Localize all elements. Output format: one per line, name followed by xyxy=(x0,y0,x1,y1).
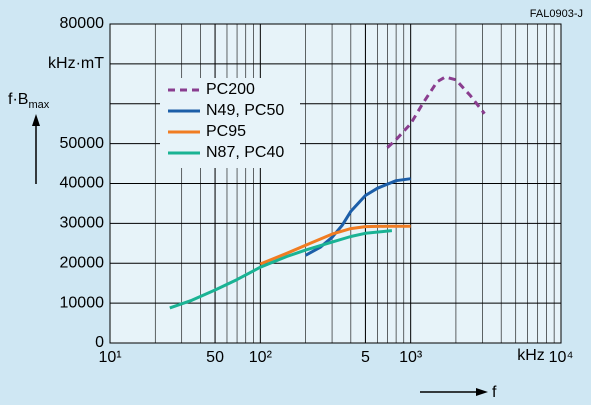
x-tick-label: 10¹ xyxy=(98,349,121,366)
x-unit: kHz xyxy=(517,347,545,364)
x-tick-label: 50 xyxy=(206,349,224,366)
x-tick-label: 10⁴ xyxy=(549,349,574,366)
y-tick-label: 80000 xyxy=(60,15,105,32)
y-tick-label: 0 xyxy=(95,334,104,351)
x-tick-label: 5 xyxy=(361,349,370,366)
y-arrow-head xyxy=(32,114,40,126)
marks xyxy=(169,75,486,310)
y-tick-label: 30000 xyxy=(60,215,105,232)
y-tick-label: kHz·mT xyxy=(48,55,104,72)
y-label: f·Bmax xyxy=(8,91,50,111)
x-arrow-head xyxy=(476,388,488,396)
legend-label: PC200 xyxy=(206,81,255,98)
legend: PC200 N49, PC50 PC95 N87, PC40 xyxy=(160,78,300,168)
legend-label: N87, PC40 xyxy=(206,144,284,161)
y-tick-label: 50000 xyxy=(60,135,105,152)
legend-label: N49, PC50 xyxy=(206,102,284,119)
y-tick-label: 20000 xyxy=(60,254,105,271)
y-label-text: f·B xyxy=(8,91,28,108)
x-tick-label: 10² xyxy=(249,349,273,366)
x-tick-label: 10³ xyxy=(399,349,423,366)
series-line xyxy=(169,229,393,310)
grid xyxy=(109,23,562,344)
y-tick-label: 40000 xyxy=(60,175,105,192)
y-tick-label: 10000 xyxy=(60,294,105,311)
annotation: FAL0903-J xyxy=(530,8,583,20)
y-label-sub: max xyxy=(28,99,49,111)
series-line xyxy=(259,224,411,266)
x-label: f xyxy=(492,384,497,401)
plot-frame xyxy=(109,23,562,344)
legend-label: PC95 xyxy=(206,123,246,140)
